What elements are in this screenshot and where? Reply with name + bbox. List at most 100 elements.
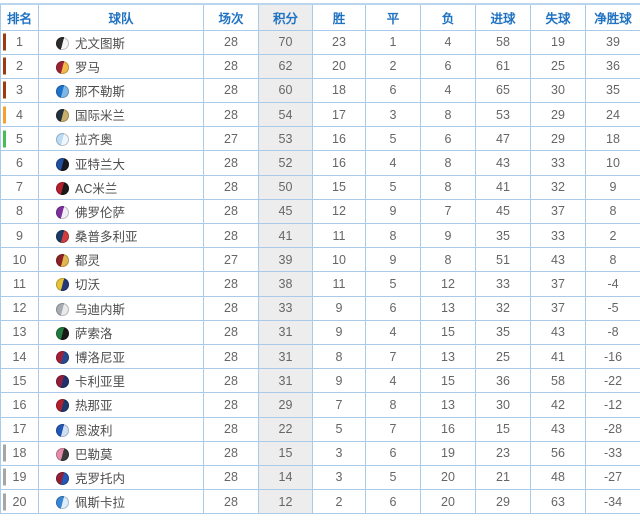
played-cell: 28 xyxy=(203,343,259,370)
team-crest-icon xyxy=(56,471,69,485)
rank-cell: 2 xyxy=(0,53,39,79)
drawn-cell: 5 xyxy=(365,126,421,152)
rank-value: 1 xyxy=(16,35,23,50)
goals-against-cell: 37 xyxy=(530,271,586,297)
team-crest-icon xyxy=(56,205,69,219)
goal-diff-cell: -16 xyxy=(585,343,640,370)
rank-value: 20 xyxy=(12,494,27,509)
table-row: 14 博洛尼亚 28 31 8 7 13 25 41 -16 xyxy=(0,343,640,370)
team-cell[interactable]: 罗马 xyxy=(38,53,204,79)
table-row: 6 亚特兰大 28 52 16 4 8 43 33 10 xyxy=(0,150,640,176)
table-row: 19 克罗托内 28 14 3 5 20 21 48 -27 xyxy=(0,464,640,491)
won-cell: 9 xyxy=(312,319,366,345)
team-name: 恩波利 xyxy=(75,423,113,438)
team-cell[interactable]: 卡利亚里 xyxy=(38,368,204,394)
points-cell: 54 xyxy=(258,102,313,128)
goal-diff-cell: 35 xyxy=(585,77,640,104)
team-cell[interactable]: 乌迪内斯 xyxy=(38,295,204,321)
goals-for-cell: 53 xyxy=(475,102,531,128)
team-crest-icon xyxy=(56,109,69,123)
points-cell: 60 xyxy=(258,77,313,104)
team-crest-icon xyxy=(56,278,69,292)
zone-indicator-bar xyxy=(3,106,6,124)
won-cell: 15 xyxy=(312,174,366,200)
played-cell: 28 xyxy=(203,489,259,515)
table-row: 4 国际米兰 28 54 17 3 8 53 29 24 xyxy=(0,102,640,128)
table-row: 10 都灵 27 39 10 9 8 51 43 8 xyxy=(0,247,640,273)
team-cell[interactable]: 亚特兰大 xyxy=(38,150,204,176)
played-cell: 28 xyxy=(203,319,259,345)
lost-cell: 15 xyxy=(420,319,476,345)
played-cell: 28 xyxy=(203,102,259,128)
points-cell: 22 xyxy=(258,416,313,442)
rank-cell: 11 xyxy=(0,271,39,297)
played-cell: 28 xyxy=(203,271,259,297)
team-cell[interactable]: AC米兰 xyxy=(38,174,204,200)
team-crest-icon xyxy=(56,133,69,147)
team-cell[interactable]: 尤文图斯 xyxy=(38,29,204,55)
goals-against-cell: 33 xyxy=(530,222,586,249)
team-crest-icon xyxy=(56,351,69,365)
table-row: 1 尤文图斯 28 70 23 1 4 58 19 39 xyxy=(0,29,640,55)
team-cell[interactable]: 拉齐奥 xyxy=(38,126,204,152)
team-cell[interactable]: 萨索洛 xyxy=(38,319,204,345)
goal-diff-cell: 8 xyxy=(585,247,640,273)
goals-for-cell: 30 xyxy=(475,392,531,418)
goals-for-cell: 47 xyxy=(475,126,531,152)
goals-for-cell: 15 xyxy=(475,416,531,442)
team-cell[interactable]: 佛罗伦萨 xyxy=(38,198,204,225)
goals-against-cell: 29 xyxy=(530,126,586,152)
won-cell: 5 xyxy=(312,416,366,442)
points-cell: 33 xyxy=(258,295,313,321)
column-header-rank: 排名 xyxy=(0,3,39,31)
lost-cell: 13 xyxy=(420,343,476,370)
points-cell: 45 xyxy=(258,198,313,225)
rank-cell: 15 xyxy=(0,368,39,394)
rank-value: 3 xyxy=(16,83,23,98)
goals-against-cell: 56 xyxy=(530,440,586,466)
header-row: 排名 球队 场次 积分胜平负进球 失球 净胜球 xyxy=(0,3,640,31)
played-cell: 28 xyxy=(203,222,259,249)
played-cell: 28 xyxy=(203,53,259,79)
table-row: 11 切沃 28 38 11 5 12 33 37 -4 xyxy=(0,271,640,297)
team-cell[interactable]: 都灵 xyxy=(38,247,204,273)
played-cell: 28 xyxy=(203,295,259,321)
goals-against-cell: 42 xyxy=(530,392,586,418)
goal-diff-cell: 10 xyxy=(585,150,640,176)
column-header-gf: 进球 xyxy=(475,3,531,31)
team-cell[interactable]: 恩波利 xyxy=(38,416,204,442)
points-cell: 38 xyxy=(258,271,313,297)
goals-against-cell: 48 xyxy=(530,464,586,491)
goals-for-cell: 36 xyxy=(475,368,531,394)
drawn-cell: 6 xyxy=(365,489,421,515)
rank-cell: 7 xyxy=(0,174,39,200)
goals-against-cell: 41 xyxy=(530,343,586,370)
zone-indicator-bar xyxy=(3,444,6,462)
team-cell[interactable]: 巴勒莫 xyxy=(38,440,204,466)
team-cell[interactable]: 国际米兰 xyxy=(38,102,204,128)
team-name: 佛罗伦萨 xyxy=(75,205,126,220)
team-cell[interactable]: 桑普多利亚 xyxy=(38,222,204,249)
team-name: 国际米兰 xyxy=(75,109,126,124)
lost-cell: 8 xyxy=(420,102,476,128)
team-name: 切沃 xyxy=(75,278,101,293)
lost-cell: 4 xyxy=(420,29,476,55)
goal-diff-cell: -27 xyxy=(585,464,640,491)
team-cell[interactable]: 切沃 xyxy=(38,271,204,297)
played-cell: 28 xyxy=(203,416,259,442)
rank-cell: 5 xyxy=(0,126,39,152)
rank-value: 14 xyxy=(12,349,27,364)
team-cell[interactable]: 热那亚 xyxy=(38,392,204,418)
goals-for-cell: 51 xyxy=(475,247,531,273)
team-cell[interactable]: 博洛尼亚 xyxy=(38,343,204,370)
goal-diff-cell: -5 xyxy=(585,295,640,321)
played-cell: 28 xyxy=(203,392,259,418)
zone-indicator-bar xyxy=(3,493,6,511)
played-cell: 28 xyxy=(203,198,259,225)
points-cell: 53 xyxy=(258,126,313,152)
team-cell[interactable]: 克罗托内 xyxy=(38,464,204,491)
team-cell[interactable]: 佩斯卡拉 xyxy=(38,489,204,515)
team-cell[interactable]: 那不勒斯 xyxy=(38,77,204,104)
rank-value: 15 xyxy=(12,373,27,388)
rank-cell: 20 xyxy=(0,489,39,515)
